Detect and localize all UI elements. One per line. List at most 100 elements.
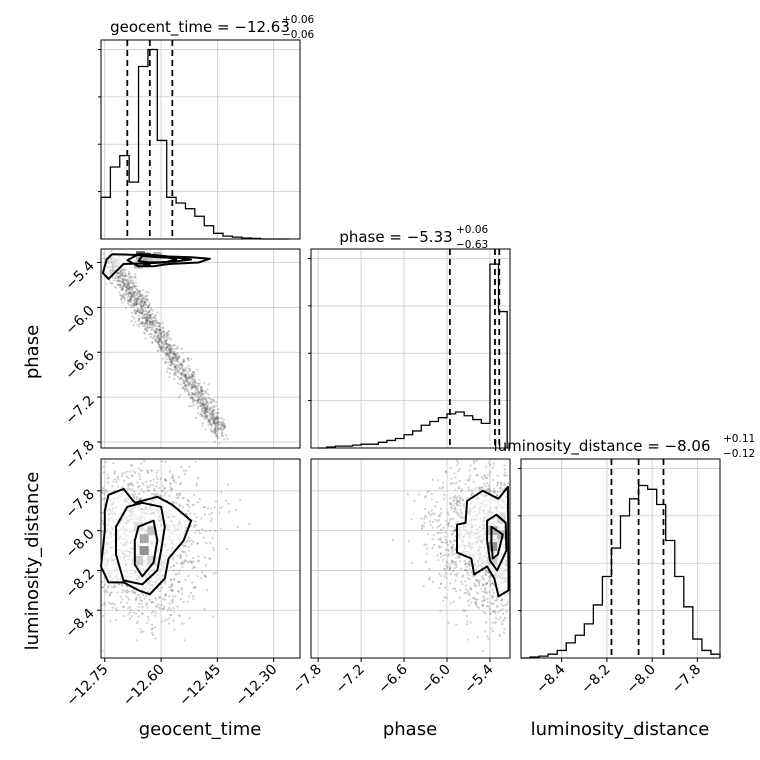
geocent-time-vs-luminosity-distance-sample-151 [186, 498, 189, 501]
geocent-time-vs-phase-sample-365 [182, 358, 185, 361]
geocent-time-vs-phase-sample-1285 [205, 415, 208, 418]
phase-vs-luminosity-distance-sample-262 [469, 587, 473, 591]
geocent-time-vs-phase-sample-892 [133, 293, 136, 296]
phase-vs-luminosity-distance-sample-417 [466, 479, 469, 482]
phase-vs-luminosity-distance-sample-441 [444, 538, 447, 542]
geocent-time-vs-luminosity-distance-sample-257 [180, 561, 183, 564]
phase-vs-luminosity-distance-sample-579 [472, 460, 475, 463]
geocent-time-vs-luminosity-distance-sample-829 [134, 492, 137, 496]
geocent_time-histogram [100, 48, 289, 240]
geocent-time-vs-phase-sample-798 [135, 297, 138, 300]
geocent-time-vs-phase-sample-809 [213, 415, 216, 418]
geocent-time-vs-phase-sample-983 [157, 331, 161, 334]
geocent-time-vs-phase-sample-99 [146, 306, 149, 309]
geocent-time-vs-luminosity-distance-sample-870 [177, 581, 180, 584]
geocent-time-vs-phase-sample-873 [118, 269, 121, 272]
geocent-time-vs-phase-sample-148 [211, 415, 214, 418]
phase-vs-luminosity-distance-sample-178 [460, 490, 463, 493]
phase-vs-luminosity-distance-sample-760 [443, 567, 446, 570]
geocent-time-vs-luminosity-distance-sample-1192 [129, 608, 132, 612]
geocent-time-vs-phase-sample-887 [218, 442, 221, 445]
phase-vs-luminosity-distance-sample-542 [483, 590, 486, 594]
geocent-time-vs-phase-sample-850 [139, 322, 143, 325]
luminosity-distance-x-xtick-label-2: −8.0 [624, 662, 659, 697]
geocent-time-vs-phase-sample-1336 [154, 319, 157, 322]
geocent-time-vs-luminosity-distance-sample-1030 [154, 611, 157, 614]
geocent-time-vs-luminosity-distance-sample-692 [132, 494, 135, 497]
geocent-time-vs-luminosity-distance-sample-355 [192, 594, 195, 598]
geocent-time-vs-luminosity-distance-sample-284 [130, 474, 133, 477]
geocent-time-vs-phase-sample-569 [211, 416, 214, 420]
geocent-time-vs-phase-sample-974 [199, 395, 202, 399]
geocent-time-vs-phase-sample-1042 [138, 310, 141, 313]
geocent-time-vs-phase-sample-922 [139, 290, 142, 293]
geocent-time-vs-phase-sample-354 [146, 324, 149, 327]
geocent-time-vs-phase-sample-371 [160, 340, 163, 343]
geocent-time-vs-phase-sample-624 [115, 279, 118, 282]
phase-vs-luminosity-distance-sample-786 [502, 619, 505, 622]
geocent-time-vs-luminosity-distance-contour-level-1 [115, 501, 166, 586]
phase-vs-luminosity-distance-sample-905 [496, 597, 499, 600]
geocent-time-vs-luminosity-distance-sample-417 [178, 580, 181, 583]
geocent-time-vs-phase-sample-598 [139, 293, 142, 296]
geocent-time-vs-phase-sample-1160 [213, 418, 216, 421]
geocent-time-vs-phase-sample-1273 [128, 279, 131, 282]
phase-vs-luminosity-distance-sample-433 [475, 578, 478, 581]
geocent-time-vs-phase-sample-443 [150, 315, 153, 318]
phase-vs-luminosity-distance-sample-346 [469, 588, 472, 591]
geocent-time-vs-luminosity-distance-sample-889 [125, 595, 128, 598]
geocent-time-vs-phase-sample-476 [128, 287, 131, 290]
phase-vs-luminosity-distance-sample-66 [477, 606, 481, 609]
phase-vs-luminosity-distance-sample-526 [466, 590, 469, 593]
geocent-time-vs-luminosity-distance-sample-1116 [168, 595, 171, 598]
geocent-time-vs-luminosity-distance-sample-1060 [106, 591, 109, 594]
geocent-time-vs-phase-sample-1058 [144, 321, 147, 324]
phase-vs-luminosity-distance-sample-426 [482, 590, 485, 593]
geocent-time-vs-phase-sample-1242 [132, 299, 135, 302]
geocent-time-vs-phase-sample-1004 [210, 405, 213, 409]
phase-vs-luminosity-distance-sample-620 [473, 597, 476, 600]
geocent-time-vs-luminosity-distance-sample-274 [102, 614, 105, 617]
geocent-time-vs-phase-sample-839 [190, 375, 193, 378]
phase-vs-luminosity-distance-sample-266 [481, 575, 484, 578]
geocent-time-vs-phase-sample-489 [205, 413, 208, 417]
phase-vs-luminosity-distance-sample-192 [476, 598, 479, 601]
geocent-time-vs-phase-sample-777 [170, 348, 174, 351]
geocent-time-vs-phase-sample-472 [148, 317, 151, 320]
geocent-time-vs-phase-sample-667 [174, 365, 177, 368]
geocent-time-vs-phase-sample-368 [168, 329, 171, 333]
geocent-time-vs-luminosity-distance-sample-577 [128, 487, 131, 490]
geocent-time-vs-phase-sample-1240 [185, 377, 188, 380]
phase-y-ytick-label-1: −6.0 [62, 303, 97, 338]
geocent-time-vs-phase-sample-762 [193, 384, 197, 387]
geocent-time-vs-phase-sample-937 [133, 290, 136, 293]
geocent-time-vs-phase-sample-238 [187, 392, 191, 395]
geocent-time-vs-phase-sample-692 [123, 278, 127, 281]
geocent-time-vs-phase-sample-852 [150, 316, 153, 319]
phase-vs-luminosity-distance-sample-733 [474, 487, 477, 490]
geocent-time-vs-luminosity-distance-sample-493 [116, 591, 119, 594]
phase-vs-luminosity-distance-sample-281 [454, 502, 457, 505]
geocent-time-vs-phase-sample-946 [223, 426, 226, 430]
geocent-time-vs-phase-sample-1127 [168, 372, 172, 375]
geocent-time-vs-phase-sample-1249 [142, 304, 145, 308]
phase-vs-luminosity-distance-sample-186 [450, 477, 453, 480]
geocent-time-vs-phase-sample-96 [216, 416, 219, 419]
geocent-time-vs-luminosity-distance-sample-555 [172, 476, 175, 479]
geocent-time-vs-phase-sample-797 [210, 430, 213, 433]
geocent-time-vs-phase-sample-237 [219, 426, 222, 429]
geocent-time-vs-phase-sample-906 [130, 288, 133, 291]
geocent-time-vs-phase-sample-448 [157, 349, 160, 352]
phase-vs-luminosity-distance-sample-410 [503, 483, 506, 487]
geocent-time-vs-phase-sample-521 [207, 383, 210, 386]
geocent-time-vs-luminosity-distance-sample-1166 [130, 483, 133, 486]
geocent-time-vs-phase-sample-498 [188, 374, 191, 377]
phase-vs-luminosity-distance-sample-689 [451, 482, 454, 485]
phase-vs-luminosity-distance-sample-790 [447, 621, 450, 624]
phase-vs-luminosity-distance-sample-518 [491, 602, 494, 606]
geocent-time-vs-phase-sample-589 [157, 340, 161, 343]
geocent-time-vs-phase-sample-224 [202, 404, 205, 407]
geocent-time-vs-phase-sample-418 [169, 338, 172, 341]
phase-vs-luminosity-distance-sample-253 [492, 490, 495, 493]
geocent-time-vs-phase-sample-1161 [126, 300, 129, 303]
